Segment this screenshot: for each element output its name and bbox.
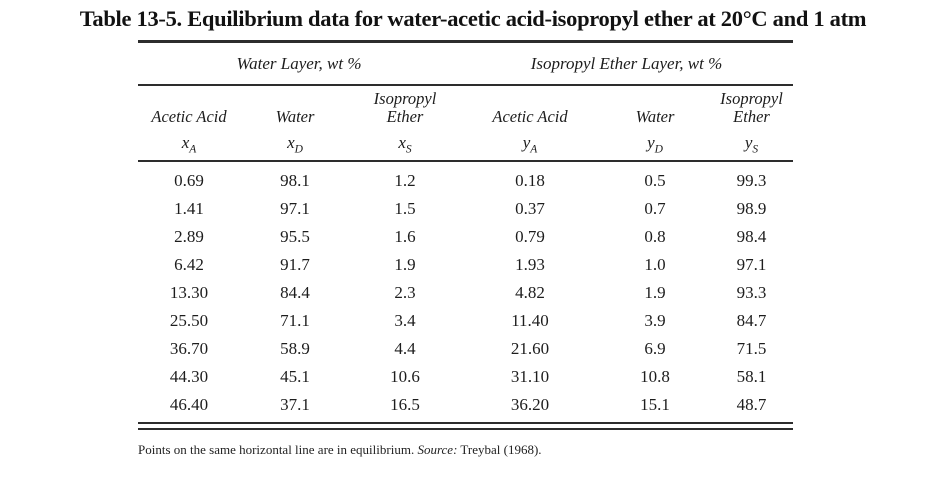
table-cell: 36.20 bbox=[510, 395, 550, 414]
group-header-water-layer: Water Layer, wt % bbox=[236, 53, 362, 73]
table-cell: 45.1 bbox=[280, 367, 310, 386]
table-cell: 95.5 bbox=[280, 227, 310, 246]
table-row: 25.50 71.1 3.4 11.40 3.9 84.7 bbox=[138, 307, 793, 335]
table-cell: 31.10 bbox=[510, 367, 550, 386]
table-cell: 1.5 bbox=[394, 199, 416, 218]
table-cell: 98.4 bbox=[736, 227, 767, 246]
table-cell: 6.9 bbox=[644, 339, 666, 358]
table-cell: 1.41 bbox=[174, 199, 204, 218]
table-cell: 71.5 bbox=[736, 339, 767, 358]
equilibrium-table: Water Layer, wt % Isopropyl Ether Layer,… bbox=[138, 40, 793, 430]
table-cell: 71.1 bbox=[280, 311, 310, 330]
table-row: 2.89 95.5 1.6 0.79 0.8 98.4 bbox=[138, 223, 793, 251]
table-row: 46.40 37.1 16.5 36.20 15.1 48.7 bbox=[138, 391, 793, 419]
column-header-label: Isopropyl Ether bbox=[720, 89, 783, 126]
column-header-label: Acetic Acid bbox=[151, 106, 227, 126]
table-cell: 0.8 bbox=[644, 227, 666, 246]
column-header: Acetic Acid yA bbox=[460, 106, 600, 161]
group-header-row: Water Layer, wt % Isopropyl Ether Layer,… bbox=[138, 43, 793, 84]
column-header-symbol: yS bbox=[744, 133, 759, 156]
column-header-label: Isopropyl Ether bbox=[373, 89, 437, 126]
column-header-row: Acetic Acid xA Water xD Isopropyl Ether xS Acet… bbox=[138, 86, 793, 160]
column-header-symbol: xS bbox=[398, 133, 412, 156]
column-header: Acetic Acid xA bbox=[138, 106, 240, 161]
table-cell: 91.7 bbox=[280, 255, 310, 274]
table-cell: 2.89 bbox=[174, 227, 204, 246]
table-cell: 16.5 bbox=[390, 395, 420, 414]
table-cell: 3.4 bbox=[394, 311, 416, 330]
table-cell: 1.9 bbox=[644, 283, 666, 302]
table-cell: 0.69 bbox=[174, 171, 204, 190]
table-cell: 84.4 bbox=[280, 283, 310, 302]
table-cell: 58.9 bbox=[280, 339, 310, 358]
table-cell: 1.0 bbox=[644, 255, 666, 274]
footnote-text: Points on the same horizontal line are i… bbox=[138, 442, 415, 457]
column-header: Isopropyl Ether yS bbox=[710, 90, 793, 160]
table-cell: 4.4 bbox=[394, 339, 416, 358]
table-title: Table 13-5. Equilibrium data for water-a… bbox=[79, 6, 867, 31]
column-header-label: Acetic Acid bbox=[492, 106, 568, 126]
table-cell: 48.7 bbox=[736, 395, 767, 414]
table-cell: 36.70 bbox=[169, 339, 209, 358]
table-cell: 13.30 bbox=[169, 283, 209, 302]
table-cell: 46.40 bbox=[169, 395, 209, 414]
column-header: Isopropyl Ether xS bbox=[350, 90, 460, 160]
column-header: Water xD bbox=[240, 106, 350, 161]
rule-top bbox=[138, 40, 793, 43]
table-cell: 1.9 bbox=[394, 255, 416, 274]
footnote: Points on the same horizontal line are i… bbox=[138, 442, 946, 458]
table-row: 36.70 58.9 4.4 21.60 6.9 71.5 bbox=[138, 335, 793, 363]
table-cell: 0.18 bbox=[515, 171, 545, 190]
table-cell: 3.9 bbox=[644, 311, 666, 330]
table-cell: 37.1 bbox=[280, 395, 310, 414]
footnote-source-label: Source: bbox=[417, 442, 458, 457]
table-row: 13.30 84.4 2.3 4.82 1.9 93.3 bbox=[138, 279, 793, 307]
table-cell: 84.7 bbox=[736, 311, 767, 330]
table-cell: 0.7 bbox=[644, 199, 666, 218]
table-row: 1.41 97.1 1.5 0.37 0.7 98.9 bbox=[138, 195, 793, 223]
table-cell: 25.50 bbox=[169, 311, 209, 330]
column-header-symbol: xA bbox=[181, 133, 197, 156]
table-cell: 15.1 bbox=[640, 395, 670, 414]
table-cell: 97.1 bbox=[736, 255, 767, 274]
table-cell: 99.3 bbox=[736, 171, 767, 190]
table-cell: 10.8 bbox=[640, 367, 670, 386]
table-cell: 2.3 bbox=[394, 283, 416, 302]
group-header-isopropyl-ether-layer: Isopropyl Ether Layer, wt % bbox=[530, 53, 723, 73]
table-cell: 1.6 bbox=[394, 227, 416, 246]
footnote-source-value: Treybal (1968). bbox=[460, 442, 542, 457]
table-cell: 6.42 bbox=[174, 255, 204, 274]
table-cell: 21.60 bbox=[510, 339, 550, 358]
table-row: 44.30 45.1 10.6 31.10 10.8 58.1 bbox=[138, 363, 793, 391]
table-cell: 1.2 bbox=[394, 171, 416, 190]
table-cell: 98.9 bbox=[736, 199, 767, 218]
table-row: 6.42 91.7 1.9 1.93 1.0 97.1 bbox=[138, 251, 793, 279]
table-cell: 0.37 bbox=[515, 199, 545, 218]
table-row: 0.69 98.1 1.2 0.18 0.5 99.3 bbox=[138, 167, 793, 195]
column-header-symbol: xD bbox=[287, 133, 303, 156]
rule-under-group-headers bbox=[138, 84, 793, 86]
column-header-label: Water bbox=[635, 106, 675, 126]
column-header-symbol: yA bbox=[522, 133, 538, 156]
table-cell: 44.30 bbox=[169, 367, 209, 386]
column-header-label: Water bbox=[275, 106, 315, 126]
table-cell: 1.93 bbox=[515, 255, 545, 274]
rule-bottom-double bbox=[138, 422, 793, 430]
table-cell: 11.40 bbox=[511, 311, 549, 330]
table-body: 0.69 98.1 1.2 0.18 0.5 99.3 1.41 97.1 1.5 0.37 0.7… bbox=[138, 162, 793, 422]
table-cell: 98.1 bbox=[280, 171, 310, 190]
rule-under-column-headers bbox=[138, 160, 793, 162]
table-cell: 93.3 bbox=[736, 283, 767, 302]
table-cell: 0.5 bbox=[644, 171, 666, 190]
column-header: Water yD bbox=[600, 106, 710, 161]
table-cell: 10.6 bbox=[390, 367, 420, 386]
column-header-symbol: yD bbox=[647, 133, 663, 156]
table-cell: 4.82 bbox=[515, 283, 545, 302]
table-cell: 58.1 bbox=[736, 367, 767, 386]
table-cell: 97.1 bbox=[280, 199, 310, 218]
table-cell: 0.79 bbox=[515, 227, 545, 246]
